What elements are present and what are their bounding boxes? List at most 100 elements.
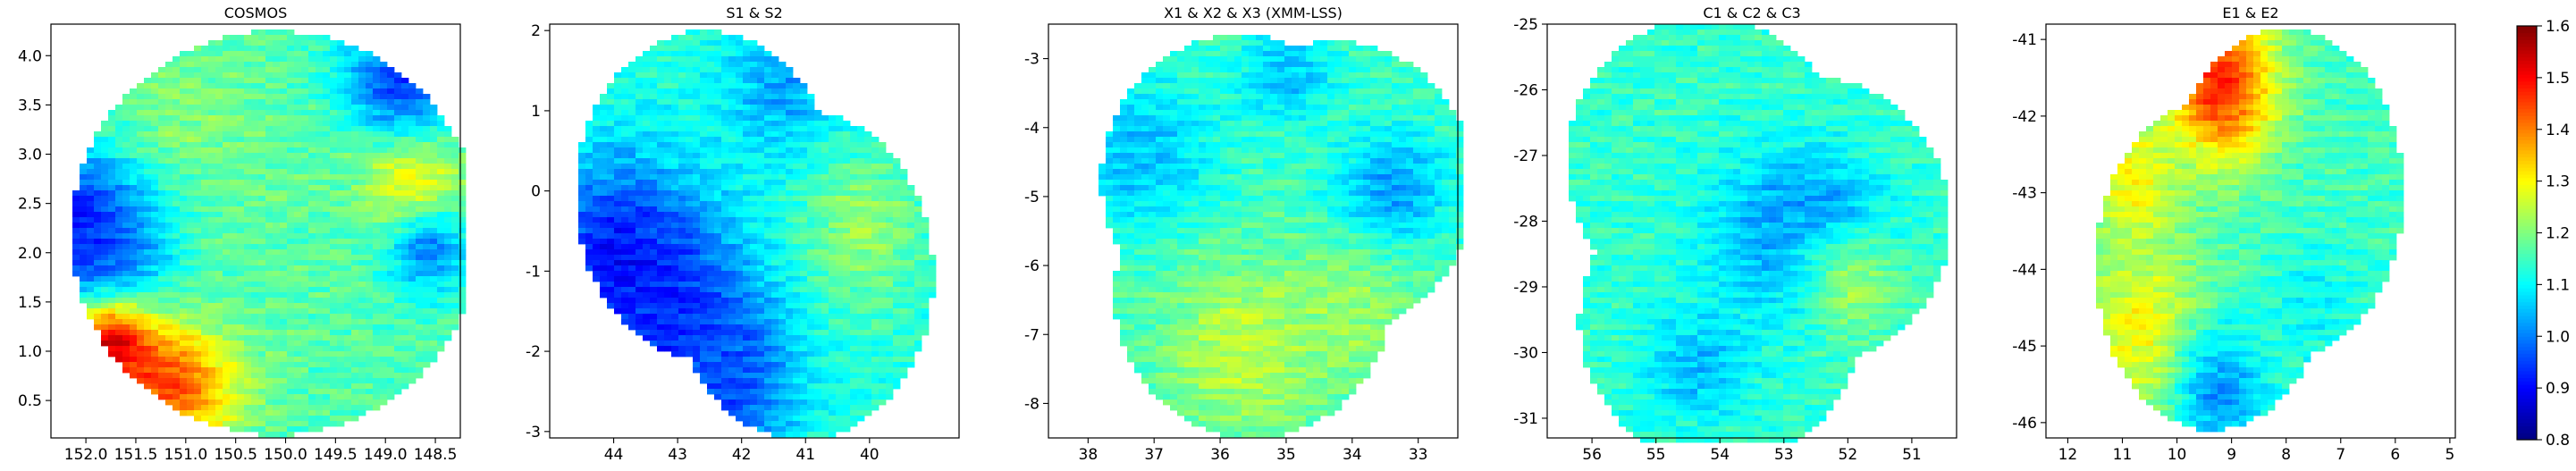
coverage-cell (158, 335, 166, 341)
coverage-cell (678, 62, 686, 68)
coverage-cell (743, 228, 751, 234)
coverage-cell (101, 212, 109, 218)
coverage-cell (330, 217, 338, 223)
coverage-cell (323, 260, 331, 266)
coverage-cell (394, 121, 402, 127)
coverage-cell (800, 244, 808, 250)
coverage-cell (721, 147, 729, 154)
coverage-cell (208, 174, 216, 181)
coverage-cell (750, 126, 758, 132)
coverage-cell (366, 88, 374, 95)
coverage-cell (408, 324, 417, 331)
coverage-cell (721, 239, 729, 245)
coverage-cell (316, 298, 324, 304)
coverage-cell (180, 147, 188, 154)
coverage-cell (237, 405, 245, 411)
coverage-cell (416, 276, 424, 282)
coverage-cell (636, 174, 644, 181)
coverage-cell (344, 239, 352, 245)
coverage-cell (87, 260, 95, 266)
coverage-cell (308, 416, 316, 422)
coverage-cell (764, 239, 772, 245)
coverage-cell (678, 260, 686, 266)
coverage-cell (244, 153, 252, 159)
coverage-cell (358, 115, 366, 122)
coverage-cell (886, 153, 894, 159)
coverage-cell (316, 282, 324, 288)
coverage-cell (251, 255, 259, 261)
coverage-cell (194, 400, 202, 406)
coverage-cell (337, 405, 345, 411)
coverage-cell (280, 142, 288, 148)
coverage-cell (337, 308, 345, 315)
coverage-cell (280, 206, 288, 213)
coverage-cell (323, 94, 331, 100)
coverage-cell (144, 190, 152, 197)
coverage-cell (215, 319, 223, 325)
coverage-cell (301, 400, 309, 406)
coverage-cell (430, 201, 438, 207)
coverage-cell (600, 185, 608, 191)
coverage-cell (201, 298, 209, 304)
coverage-cell (244, 190, 252, 197)
coverage-cell (771, 244, 779, 250)
coverage-cell (151, 314, 159, 320)
coverage-cell (707, 164, 715, 170)
coverage-cell (201, 314, 209, 320)
coverage-cell (750, 196, 758, 202)
coverage-cell (194, 180, 202, 186)
coverage-cell (208, 330, 216, 336)
coverage-cell (728, 62, 737, 68)
coverage-cell (821, 190, 829, 197)
coverage-cell (258, 196, 266, 202)
coverage-cell (87, 147, 95, 154)
coverage-cell (416, 206, 424, 213)
coverage-cell (158, 72, 166, 79)
coverage-cell (351, 196, 359, 202)
coverage-cell (678, 147, 686, 154)
coverage-cell (158, 174, 166, 181)
coverage-cell (137, 260, 145, 266)
coverage-cell (173, 357, 181, 363)
coverage-cell (671, 78, 679, 84)
coverage-cell (714, 88, 722, 95)
coverage-cell (686, 201, 694, 207)
coverage-cell (144, 115, 152, 122)
coverage-cell (173, 298, 181, 304)
coverage-cell (714, 174, 722, 181)
coverage-cell (358, 56, 366, 63)
coverage-cell (308, 319, 316, 325)
coverage-cell (287, 223, 295, 229)
coverage-cell (137, 276, 145, 282)
coverage-cell (671, 206, 679, 213)
coverage-cell (786, 228, 794, 234)
coverage-cell (165, 110, 173, 116)
coverage-cell (721, 51, 729, 57)
coverage-cell (871, 244, 880, 250)
coverage-cell (380, 271, 388, 277)
coverage-cell (144, 383, 152, 390)
coverage-cell (750, 51, 758, 57)
coverage-cell (707, 131, 715, 138)
coverage-cell (258, 239, 266, 245)
coverage-cell (287, 83, 295, 89)
coverage-cell (94, 201, 102, 207)
coverage-cell (879, 233, 887, 240)
coverage-cell (237, 51, 245, 57)
coverage-cell (879, 169, 887, 175)
coverage-cell (628, 62, 636, 68)
coverage-cell (251, 158, 259, 164)
coverage-cell (607, 260, 615, 266)
coverage-cell (416, 223, 424, 229)
coverage-cell (607, 137, 615, 143)
coverage-cell (430, 142, 438, 148)
coverage-cell (444, 142, 452, 148)
coverage-cell (793, 228, 801, 234)
coverage-cell (115, 341, 123, 347)
coverage-cell (94, 265, 102, 272)
coverage-cell (337, 169, 345, 175)
coverage-cell (437, 185, 445, 191)
coverage-cell (380, 62, 388, 68)
coverage-cell (728, 201, 737, 207)
coverage-cell (628, 158, 636, 164)
